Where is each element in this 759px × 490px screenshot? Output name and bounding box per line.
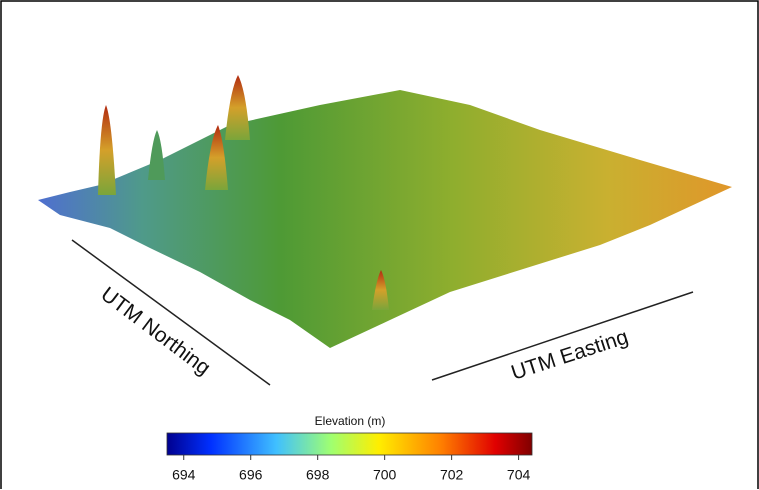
tick-label: 696 [239, 467, 263, 483]
tick-label: 702 [440, 467, 464, 483]
colorbar-title: Elevation (m) [315, 414, 386, 428]
tick-label: 704 [507, 467, 531, 483]
tick-label: 694 [172, 467, 196, 483]
figure: UTM Northing UTM Easting Elevation (m) 6… [0, 0, 759, 490]
tick-label: 700 [373, 467, 397, 483]
colorbar [167, 433, 532, 455]
tick-label: 698 [306, 467, 330, 483]
colorbar-ticks: 694 696 698 700 702 704 [172, 455, 530, 483]
